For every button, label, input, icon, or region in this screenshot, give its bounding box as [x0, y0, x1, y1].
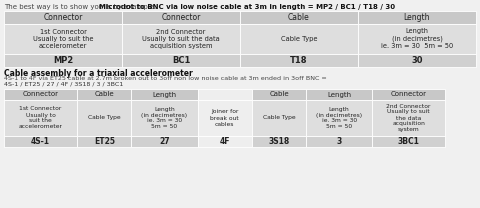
Bar [4, 24, 122, 54]
Bar [240, 24, 358, 54]
Text: 3: 3 [336, 137, 342, 146]
Text: Cable: Cable [95, 92, 114, 98]
Bar [306, 136, 372, 147]
Text: 27: 27 [159, 137, 170, 146]
Text: 4S-1 to 4F via ET25 cable at 2.7m broken out to 3off non low noise cable at 3m e: 4S-1 to 4F via ET25 cable at 2.7m broken… [4, 76, 327, 81]
Text: Connector: Connector [161, 13, 201, 22]
Text: Connector: Connector [391, 92, 427, 98]
Bar [198, 89, 252, 100]
Bar [77, 136, 132, 147]
Bar [372, 100, 445, 136]
Bar [132, 89, 198, 100]
Bar [358, 24, 476, 54]
Text: 4S-1 / ET25 / 27 / 4F / 3S18 / 3 / 3BC1: 4S-1 / ET25 / 27 / 4F / 3S18 / 3 / 3BC1 [4, 82, 123, 87]
Text: Length: Length [404, 13, 430, 22]
Bar [358, 54, 476, 67]
Text: 2nd Connector
Usually to suit
the data
acquisition
system: 2nd Connector Usually to suit the data a… [386, 104, 431, 132]
Text: 4S-1: 4S-1 [31, 137, 50, 146]
Bar [198, 100, 252, 136]
Text: 3BC1: 3BC1 [398, 137, 420, 146]
Bar [122, 24, 240, 54]
Bar [4, 136, 77, 147]
Text: 1st Connector
Usually to
suit the
accelerometer: 1st Connector Usually to suit the accele… [19, 106, 62, 130]
Text: Cable Type: Cable Type [88, 115, 120, 120]
Bar [77, 100, 132, 136]
Bar [306, 89, 372, 100]
Text: Cable assembly for a triaxial accelerometer: Cable assembly for a triaxial accelerome… [4, 69, 193, 78]
Bar [122, 54, 240, 67]
Text: Microdot to BNC via low noise cable at 3m in length = MP2 / BC1 / T18 / 30: Microdot to BNC via low noise cable at 3… [98, 4, 395, 10]
Text: The best way is to show you is by example.: The best way is to show you is by exampl… [4, 4, 161, 10]
Text: Connector: Connector [43, 13, 83, 22]
Bar [306, 100, 372, 136]
Bar [372, 136, 445, 147]
Text: Joiner for
break out
cables: Joiner for break out cables [210, 109, 239, 126]
Bar [240, 11, 358, 24]
Text: Length
(in decimetres)
ie. 3m = 30
5m = 50: Length (in decimetres) ie. 3m = 30 5m = … [142, 106, 188, 130]
Text: Cable: Cable [269, 92, 289, 98]
Text: BC1: BC1 [172, 56, 190, 65]
Bar [252, 89, 306, 100]
Bar [77, 89, 132, 100]
Text: Cable: Cable [288, 13, 310, 22]
Text: Cable Type: Cable Type [281, 36, 317, 42]
Bar [4, 100, 77, 136]
Bar [240, 54, 358, 67]
Bar [4, 89, 77, 100]
Bar [4, 11, 122, 24]
Bar [198, 136, 252, 147]
Text: Connector: Connector [23, 92, 59, 98]
Text: T18: T18 [290, 56, 308, 65]
Text: Cable Type: Cable Type [263, 115, 295, 120]
Text: 4F: 4F [219, 137, 230, 146]
Bar [252, 136, 306, 147]
Bar [122, 11, 240, 24]
Text: 2nd Connector
Usually to suit the data
acquisition system: 2nd Connector Usually to suit the data a… [142, 29, 220, 49]
Text: Length: Length [153, 92, 177, 98]
Bar [252, 100, 306, 136]
Bar [358, 11, 476, 24]
Bar [372, 89, 445, 100]
Text: 30: 30 [411, 56, 423, 65]
Bar [4, 54, 122, 67]
Text: Length
(in decimetres)
ie. 3m = 30  5m = 50: Length (in decimetres) ie. 3m = 30 5m = … [381, 28, 453, 50]
Text: MP2: MP2 [53, 56, 73, 65]
Text: Length
(in decimetres)
ie. 3m = 30
5m = 50: Length (in decimetres) ie. 3m = 30 5m = … [316, 106, 362, 130]
Text: 1st Connector
Usually to suit the
accelerometer: 1st Connector Usually to suit the accele… [33, 29, 93, 49]
Text: 3S18: 3S18 [268, 137, 289, 146]
Bar [132, 100, 198, 136]
Text: ET25: ET25 [94, 137, 115, 146]
Text: Length: Length [327, 92, 351, 98]
Bar [132, 136, 198, 147]
